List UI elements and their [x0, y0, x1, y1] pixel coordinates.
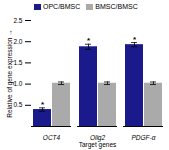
svg-text:*: *	[133, 35, 137, 44]
svg-text:1.0: 1.0	[13, 80, 22, 87]
svg-text:OCT4: OCT4	[43, 134, 61, 141]
svg-text:PDGF-α: PDGF-α	[132, 134, 156, 141]
svg-text:Olig2: Olig2	[89, 134, 106, 142]
svg-text:2.0: 2.0	[13, 38, 22, 45]
html-text:BMSC/BMSC: BMSC/BMSC	[95, 3, 138, 10]
svg-text:1.5: 1.5	[13, 59, 22, 66]
html-text:OPC/BMSC: OPC/BMSC	[43, 3, 81, 10]
svg-text:*: *	[41, 100, 45, 109]
svg-text:0.5: 0.5	[13, 101, 22, 108]
svg-text:*: *	[87, 36, 91, 45]
svg-text:Target genes: Target genes	[79, 141, 117, 149]
svg-text:2.5: 2.5	[13, 17, 22, 24]
svg-text:Relative of gene expression →: Relative of gene expression →	[6, 29, 14, 118]
